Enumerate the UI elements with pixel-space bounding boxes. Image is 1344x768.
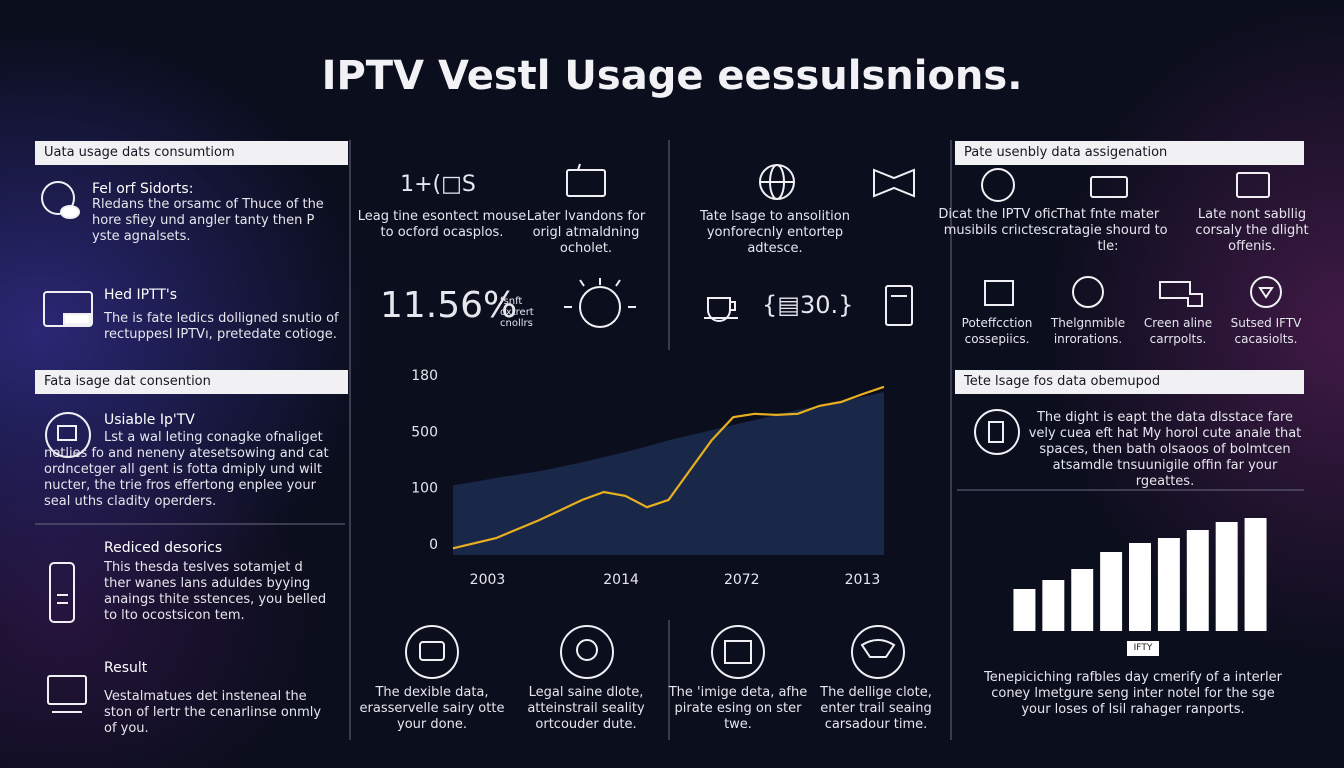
line	[452, 385, 885, 550]
item-text: This thesda teslves sotamjet d ther wane…	[104, 560, 327, 623]
bar-chart-label: IFTY	[1127, 641, 1159, 656]
y-tick-label: 100	[411, 481, 438, 497]
bar	[1244, 518, 1267, 631]
stat-note: fsnft oxtrert cnollrs	[500, 296, 534, 329]
icon-shape	[49, 562, 75, 623]
feature-text: Dicat the IPTV ofic musibils criıctes.	[938, 207, 1058, 238]
section-header: Pate usenbly data assigenation	[955, 141, 1304, 165]
icon-shape	[45, 412, 91, 458]
item-title: Rediced desorics	[104, 540, 223, 556]
icon-shape	[974, 409, 1020, 455]
icon-shape	[1258, 287, 1274, 299]
icon-shape	[41, 181, 75, 215]
feature-text: Sutsed IFTV cacasiolts.	[1230, 316, 1302, 346]
icon-shape	[1159, 281, 1203, 307]
icon-shape	[1236, 172, 1270, 198]
icon-shape	[57, 425, 77, 441]
bar	[1042, 580, 1065, 631]
item-title: Usiable Ip'TV	[104, 412, 195, 428]
caption: Tenepiciching rafbles day cmerify of a i…	[984, 670, 1282, 717]
item-title: Result	[104, 660, 148, 676]
section-header: Uata usage dats consumtiom	[35, 141, 348, 165]
y-tick-label: 180	[411, 368, 438, 384]
icon-shape	[704, 297, 738, 322]
bar	[1100, 552, 1123, 631]
bar-chart	[1013, 518, 1267, 631]
icon-shape	[885, 285, 913, 326]
bottom-text: The dellige clote, enter trail seaing ca…	[820, 685, 932, 732]
icon-shape	[43, 291, 93, 327]
bar	[1013, 589, 1036, 631]
panel-text: The dight is eapt the data dlsstace fare…	[1028, 410, 1302, 489]
icon-shape	[988, 421, 1004, 443]
x-tick-label: 2013	[845, 572, 881, 588]
feature-text: Tate lsage to ansolition yonforecnly ent…	[700, 209, 850, 256]
item-title: Hed IPTT's	[104, 287, 178, 303]
icon-shape	[60, 205, 80, 219]
icon-shape	[860, 639, 896, 658]
icon-shape	[576, 639, 598, 661]
bar	[1071, 569, 1094, 631]
feature-text: Creen aline carrpolts.	[1143, 316, 1213, 346]
feature-text: Late nont sabllig corsaly the dlight off…	[1195, 207, 1309, 254]
counter: {▤30.}	[762, 291, 854, 319]
icon-text: 1+(□S	[400, 172, 476, 197]
feature-text: Leag tine esontect mouse to ocford ocasp…	[357, 209, 527, 240]
bar	[1186, 530, 1209, 631]
icon-shape	[724, 640, 752, 664]
icon-shape	[851, 625, 905, 679]
icon-shape	[577, 163, 581, 171]
item-title: Fel orf Sidorts:	[92, 181, 194, 197]
icons	[41, 163, 1282, 713]
feature-text: Poteffcction cossepiics.	[961, 316, 1033, 346]
bottom-text: The dexible data, erasservelle sairy ott…	[359, 685, 505, 732]
icon-shape	[564, 278, 636, 308]
icon-shape	[1072, 276, 1104, 308]
x-tick-label: 2003	[470, 572, 506, 588]
item-text: The is fate ledics dolligned snutio of r…	[104, 311, 339, 342]
bottom-text: The 'imige deta, afhe pirate esing on st…	[668, 685, 808, 732]
stat-value: 11.56%	[380, 285, 518, 326]
icon-shape	[405, 625, 459, 679]
icon-shape	[711, 625, 765, 679]
section-header: Tete lsage fos data obemupod	[955, 370, 1304, 394]
area	[453, 391, 884, 555]
section-header: Fata isage dat consention	[35, 370, 348, 394]
icon-shape	[981, 168, 1015, 202]
feature-text: Later lvandons for origl atmaldning ocho…	[526, 209, 646, 256]
icon-shape	[984, 280, 1014, 306]
item-text: Rledans the orsamc of Thuce of the hore …	[92, 197, 324, 244]
icon-shape	[419, 641, 445, 661]
dividers	[35, 140, 1304, 740]
page-title: IPTV Vestl Usage eessulsnions.	[321, 53, 1023, 99]
icon-shape	[873, 168, 915, 198]
icon-shape	[560, 625, 614, 679]
icon-shape	[47, 675, 87, 705]
bar	[1129, 543, 1151, 631]
x-tick-label: 2072	[724, 572, 760, 588]
bar	[1157, 538, 1180, 631]
feature-text: Thelgnmible inrorations.	[1050, 316, 1126, 346]
icon-shape	[1090, 176, 1128, 198]
icon-shape	[566, 169, 606, 197]
icon-shape	[1250, 276, 1282, 308]
bar	[1215, 522, 1238, 631]
icon-shape	[579, 286, 621, 328]
y-tick-label: 500	[411, 424, 438, 440]
line-chart: 0 100 500 180 2003 2014 2072 2013	[411, 368, 885, 588]
item-text: Vestalmatues det insteneal the ston of l…	[104, 689, 322, 736]
item-text: Lst a wal leting conagke ofnaliget netli…	[44, 430, 329, 509]
x-tick-label: 2014	[603, 572, 639, 588]
feature-text: That fnte mater cratagie shourd to tle:	[1048, 207, 1168, 254]
bottom-text: Legal saine dlote, atteinstrail seality …	[527, 685, 645, 732]
icon-shape	[63, 313, 91, 325]
y-tick-label: 0	[429, 537, 438, 553]
